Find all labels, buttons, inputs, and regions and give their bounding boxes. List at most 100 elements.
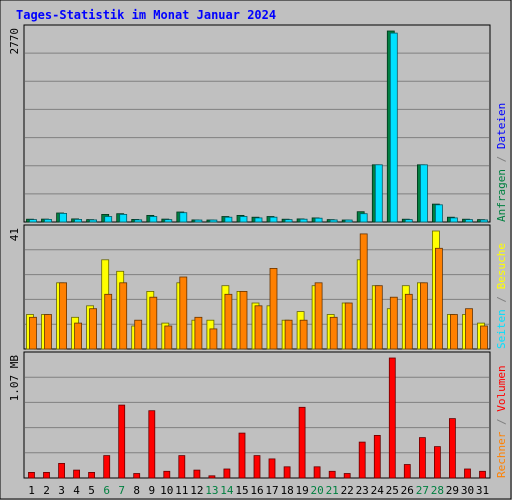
day-label-21: 21: [326, 484, 339, 497]
bar-dateien-day-17: [269, 216, 278, 223]
day-label-19: 19: [295, 484, 308, 497]
bar-volumen-day-16: [253, 455, 261, 479]
bar-dateien-day-29: [449, 217, 458, 223]
bar-seiten-day-27: [419, 282, 428, 350]
legend-volume: Rechner / Volumen: [495, 365, 508, 478]
bar-seiten-day-24: [374, 285, 383, 350]
legend-visits: Seiten / Besuche: [495, 243, 508, 349]
day-label-8: 8: [133, 484, 140, 497]
day-label-27: 27: [416, 484, 429, 497]
bar-seiten-day-17: [269, 267, 278, 350]
panel-visits: 41 Seiten / Besuche: [8, 224, 508, 350]
bar-seiten-day-13: [209, 328, 218, 350]
day-label-18: 18: [280, 484, 293, 497]
bar-volumen-day-5: [88, 471, 95, 479]
legend-entry: /: [495, 289, 508, 309]
bar-dateien-day-21: [329, 219, 338, 223]
bar-dateien-day-28: [434, 204, 443, 223]
bar-volumen-day-21: [328, 470, 336, 479]
bar-seiten-day-4: [74, 322, 82, 350]
day-label-30: 30: [461, 484, 474, 497]
bar-dateien-day-3: [59, 212, 67, 223]
bar-seiten-day-30: [465, 308, 473, 350]
day-label-17: 17: [265, 484, 278, 497]
bar-dateien-day-20: [314, 217, 323, 223]
day-label-13: 13: [205, 484, 218, 497]
day-label-10: 10: [160, 484, 173, 497]
legend-entry: Anfragen: [495, 169, 508, 222]
bar-dateien-day-13: [209, 219, 218, 223]
day-label-26: 26: [401, 484, 414, 497]
bar-dateien-day-5: [89, 219, 97, 223]
legend-entry: /: [495, 149, 508, 169]
bar-volumen-day-19: [298, 406, 306, 479]
bar-seiten-day-25: [389, 296, 398, 350]
legend-entry: Dateien: [495, 103, 508, 149]
day-label-16: 16: [250, 484, 263, 497]
bar-volumen-day-3: [58, 462, 65, 479]
y-max-label: 1.07 MB: [8, 355, 21, 402]
bar-dateien-day-8: [134, 219, 143, 223]
bar-dateien-day-9: [149, 216, 158, 223]
bar-seiten-day-15: [239, 290, 248, 350]
bar-volumen-day-8: [133, 473, 141, 479]
panel-frame: [23, 24, 491, 223]
day-label-28: 28: [431, 484, 444, 497]
bar-dateien-day-23: [359, 213, 368, 223]
bar-dateien-day-31: [480, 219, 488, 223]
chart-title: Tages-Statistik im Monat Januar 2024: [16, 8, 276, 22]
bar-volumen-day-2: [43, 471, 50, 479]
day-label-23: 23: [356, 484, 369, 497]
day-label-14: 14: [220, 484, 234, 497]
bar-seiten-day-11: [179, 276, 188, 350]
bar-seiten-day-2: [44, 314, 52, 350]
bar-seiten-day-8: [134, 319, 143, 350]
bar-dateien-day-30: [465, 219, 473, 223]
day-label-20: 20: [310, 484, 323, 497]
bar-seiten-day-28: [434, 247, 443, 350]
day-label-31: 31: [476, 484, 489, 497]
bar-dateien-day-24: [374, 164, 383, 223]
day-axis-labels: 1 2 3 4 5 6 7 8 9 10 11 12 13 14 15 16 17 18 19 20 21 22 23 24 2…: [28, 484, 489, 497]
bar-volumen-day-20: [313, 466, 321, 479]
bar-volumen-day-22: [343, 473, 351, 479]
bar-volumen-day-14: [223, 468, 231, 479]
bar-dateien-day-18: [284, 219, 293, 223]
bar-seiten-day-1: [29, 316, 37, 350]
bar-seiten-day-22: [344, 302, 353, 350]
day-label-6: 6: [103, 484, 110, 497]
bar-dateien-day-25: [389, 32, 398, 223]
bar-dateien-day-7: [119, 213, 128, 223]
day-label-15: 15: [235, 484, 248, 497]
bar-volumen-day-17: [268, 458, 276, 479]
day-label-9: 9: [148, 484, 155, 497]
bar-dateien-day-4: [74, 218, 82, 223]
bar-volumen-day-18: [283, 466, 291, 479]
bar-volumen-day-24: [373, 434, 381, 479]
bar-seiten-day-3: [59, 282, 67, 350]
chart-panels: 2770 Anfragen / Dateien 41 Seiten / Besuche…: [8, 24, 508, 479]
bar-seiten-day-7: [119, 282, 128, 350]
bar-seiten-day-29: [449, 314, 458, 350]
bar-seiten-day-16: [254, 305, 263, 350]
bar-seiten-day-20: [314, 282, 323, 350]
legend-entry: Seiten: [495, 309, 508, 349]
bar-volumen-day-11: [178, 455, 186, 479]
bar-seiten-day-23: [359, 233, 368, 350]
bar-dateien-day-27: [419, 164, 428, 223]
bar-seiten-day-19: [299, 319, 308, 350]
legend-entry: /: [495, 412, 508, 432]
legend-requests: Anfragen / Dateien: [495, 103, 508, 222]
day-label-22: 22: [341, 484, 354, 497]
bar-volumen-day-30: [464, 468, 471, 479]
day-label-24: 24: [371, 484, 385, 497]
bar-volumen-day-1: [28, 471, 35, 479]
bar-dateien-day-15: [239, 216, 248, 223]
day-label-11: 11: [175, 484, 188, 497]
bar-volumen-day-31: [479, 470, 486, 479]
panel-requests: 2770 Anfragen / Dateien: [8, 24, 508, 223]
bar-seiten-day-14: [224, 293, 233, 350]
day-label-5: 5: [88, 484, 95, 497]
legend-entry: Besuche: [495, 243, 508, 289]
